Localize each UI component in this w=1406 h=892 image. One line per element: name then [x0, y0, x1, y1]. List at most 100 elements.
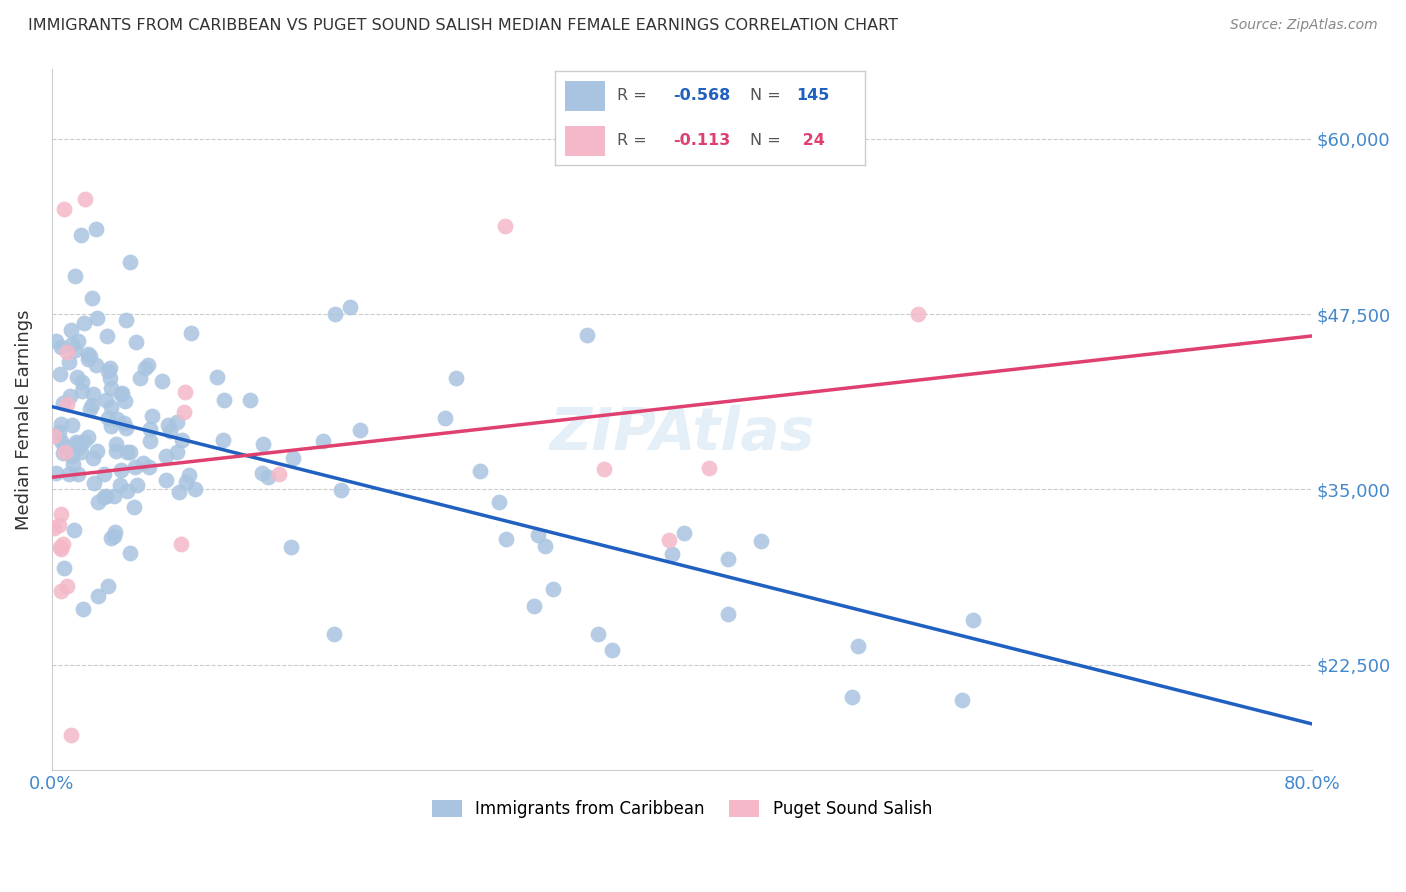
- Point: [841, 690, 863, 704]
- Point: [173, 405, 195, 419]
- Point: [86, 310, 108, 325]
- Point: [94, 392, 117, 407]
- Point: [115, 445, 138, 459]
- Point: [49, 584, 72, 599]
- Point: [658, 533, 681, 548]
- Point: [112, 417, 135, 431]
- Point: [62, 457, 84, 471]
- Text: R =: R =: [617, 88, 652, 103]
- Point: [49, 540, 72, 554]
- Point: [105, 412, 128, 426]
- Point: [83, 476, 105, 491]
- Point: [58, 355, 80, 369]
- Point: [104, 525, 127, 540]
- Text: -0.113: -0.113: [673, 133, 730, 148]
- Point: [124, 460, 146, 475]
- Point: [434, 411, 457, 425]
- Point: [60, 417, 83, 432]
- Point: [488, 495, 510, 509]
- Y-axis label: Median Female Earnings: Median Female Earnings: [15, 309, 32, 530]
- Point: [329, 483, 352, 498]
- Point: [79, 349, 101, 363]
- Point: [155, 473, 177, 487]
- Point: [167, 485, 190, 500]
- Point: [593, 462, 616, 476]
- Point: [212, 433, 235, 447]
- Text: Source: ZipAtlas.com: Source: ZipAtlas.com: [1230, 18, 1378, 32]
- Point: [349, 423, 371, 437]
- Point: [60, 323, 83, 337]
- Point: [51, 507, 73, 521]
- Point: [534, 539, 557, 553]
- Point: [159, 424, 181, 438]
- Point: [53, 560, 76, 574]
- Point: [82, 398, 104, 412]
- Point: [53, 202, 76, 216]
- Point: [717, 552, 740, 566]
- Point: [134, 361, 156, 376]
- Point: [103, 529, 125, 543]
- Point: [110, 387, 132, 401]
- Point: [86, 443, 108, 458]
- Point: [139, 434, 162, 449]
- Point: [82, 451, 104, 466]
- Point: [94, 489, 117, 503]
- Bar: [565, 126, 605, 156]
- Point: [600, 643, 623, 657]
- Point: [166, 445, 188, 459]
- Point: [97, 411, 120, 425]
- Point: [174, 475, 197, 489]
- Point: [80, 291, 103, 305]
- Point: [59, 728, 82, 742]
- Point: [44, 520, 66, 534]
- Point: [63, 268, 86, 283]
- Point: [52, 446, 75, 460]
- Point: [79, 401, 101, 416]
- Point: [339, 300, 361, 314]
- Point: [111, 386, 134, 401]
- Text: 24: 24: [797, 133, 824, 148]
- Point: [84, 358, 107, 372]
- Point: [170, 537, 193, 551]
- Point: [156, 418, 179, 433]
- Point: [100, 360, 122, 375]
- Point: [59, 389, 82, 403]
- Point: [115, 483, 138, 498]
- Point: [846, 639, 869, 653]
- Point: [212, 393, 235, 408]
- Point: [48, 367, 70, 381]
- Point: [749, 534, 772, 549]
- Point: [63, 523, 86, 537]
- Point: [543, 582, 565, 596]
- Point: [115, 313, 138, 327]
- Point: [281, 450, 304, 465]
- Point: [586, 627, 609, 641]
- Point: [65, 435, 87, 450]
- Point: [118, 254, 141, 268]
- Point: [82, 387, 104, 401]
- Point: [73, 434, 96, 448]
- Legend: Immigrants from Caribbean, Puget Sound Salish: Immigrants from Caribbean, Puget Sound S…: [425, 793, 939, 825]
- Point: [93, 467, 115, 482]
- Point: [494, 219, 516, 234]
- Point: [96, 328, 118, 343]
- Text: N =: N =: [751, 133, 786, 148]
- Point: [576, 328, 599, 343]
- Point: [114, 421, 136, 435]
- Point: [70, 384, 93, 398]
- Point: [45, 334, 67, 348]
- Point: [239, 393, 262, 408]
- Point: [114, 394, 136, 409]
- Point: [267, 467, 290, 482]
- Point: [166, 415, 188, 429]
- Point: [55, 344, 77, 359]
- Point: [72, 602, 94, 616]
- Point: [697, 461, 720, 475]
- Point: [184, 483, 207, 497]
- Point: [527, 527, 550, 541]
- Point: [86, 222, 108, 236]
- Point: [177, 468, 200, 483]
- Point: [280, 540, 302, 554]
- Point: [77, 351, 100, 366]
- Point: [128, 370, 150, 384]
